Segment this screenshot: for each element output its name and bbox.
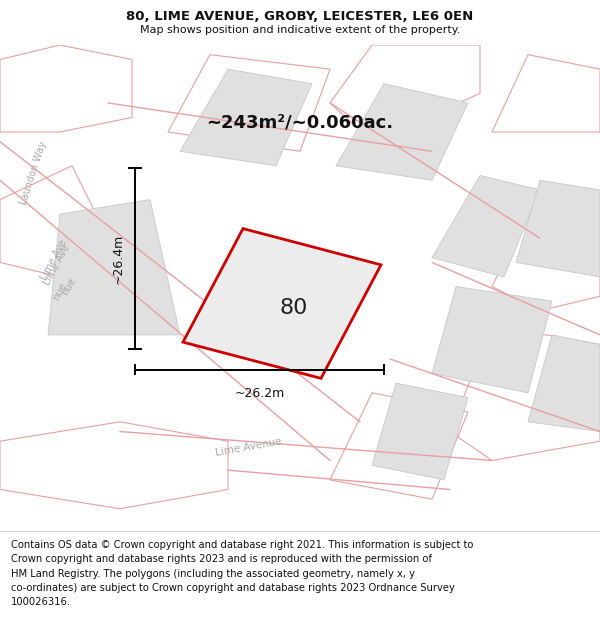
Polygon shape: [183, 229, 381, 378]
Text: Lime Ave: Lime Ave: [39, 238, 69, 282]
Text: nue: nue: [60, 276, 78, 297]
Polygon shape: [516, 180, 600, 277]
Polygon shape: [528, 335, 600, 431]
Text: 80: 80: [280, 298, 308, 318]
Text: Laundon Way: Laundon Way: [18, 140, 48, 206]
Text: Lime Avenue: Lime Avenue: [215, 436, 283, 457]
Polygon shape: [168, 54, 330, 151]
Polygon shape: [330, 393, 468, 499]
Polygon shape: [48, 199, 180, 335]
Text: ~26.4m: ~26.4m: [111, 234, 124, 284]
Text: Contains OS data © Crown copyright and database right 2021. This information is : Contains OS data © Crown copyright and d…: [11, 540, 473, 608]
Text: Lime Ave: Lime Ave: [42, 242, 72, 287]
Polygon shape: [0, 422, 228, 509]
Polygon shape: [0, 45, 132, 132]
Text: nue: nue: [51, 281, 69, 302]
Polygon shape: [0, 166, 108, 277]
Polygon shape: [336, 84, 468, 180]
Text: ~26.2m: ~26.2m: [235, 387, 284, 399]
Polygon shape: [432, 286, 552, 393]
Text: Map shows position and indicative extent of the property.: Map shows position and indicative extent…: [140, 25, 460, 35]
Text: 80, LIME AVENUE, GROBY, LEICESTER, LE6 0EN: 80, LIME AVENUE, GROBY, LEICESTER, LE6 0…: [127, 10, 473, 23]
Text: ~243m²/~0.060ac.: ~243m²/~0.060ac.: [206, 113, 394, 131]
Polygon shape: [372, 383, 468, 480]
Polygon shape: [492, 54, 600, 132]
Polygon shape: [330, 45, 480, 142]
Polygon shape: [180, 69, 312, 166]
Polygon shape: [432, 176, 540, 277]
Polygon shape: [450, 325, 600, 461]
Polygon shape: [492, 190, 600, 311]
